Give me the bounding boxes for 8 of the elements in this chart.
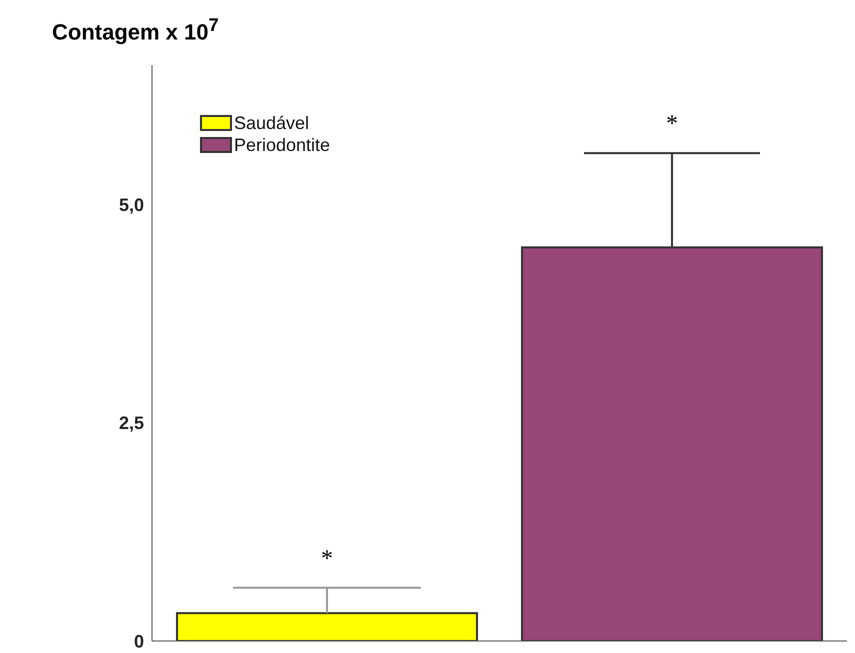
chart-title: Contagem x 10$^{7}$ — [51, 13, 220, 46]
annotation: * — [321, 546, 333, 572]
y-tick-label: 2,5 — [118, 413, 144, 434]
legend-label: Saudável — [234, 112, 310, 134]
annotation: * — [666, 111, 678, 138]
y-tick-label: 5,0 — [118, 195, 144, 216]
legend-label: Periodontite — [234, 134, 330, 156]
y-tick-label: 0 — [134, 631, 144, 652]
